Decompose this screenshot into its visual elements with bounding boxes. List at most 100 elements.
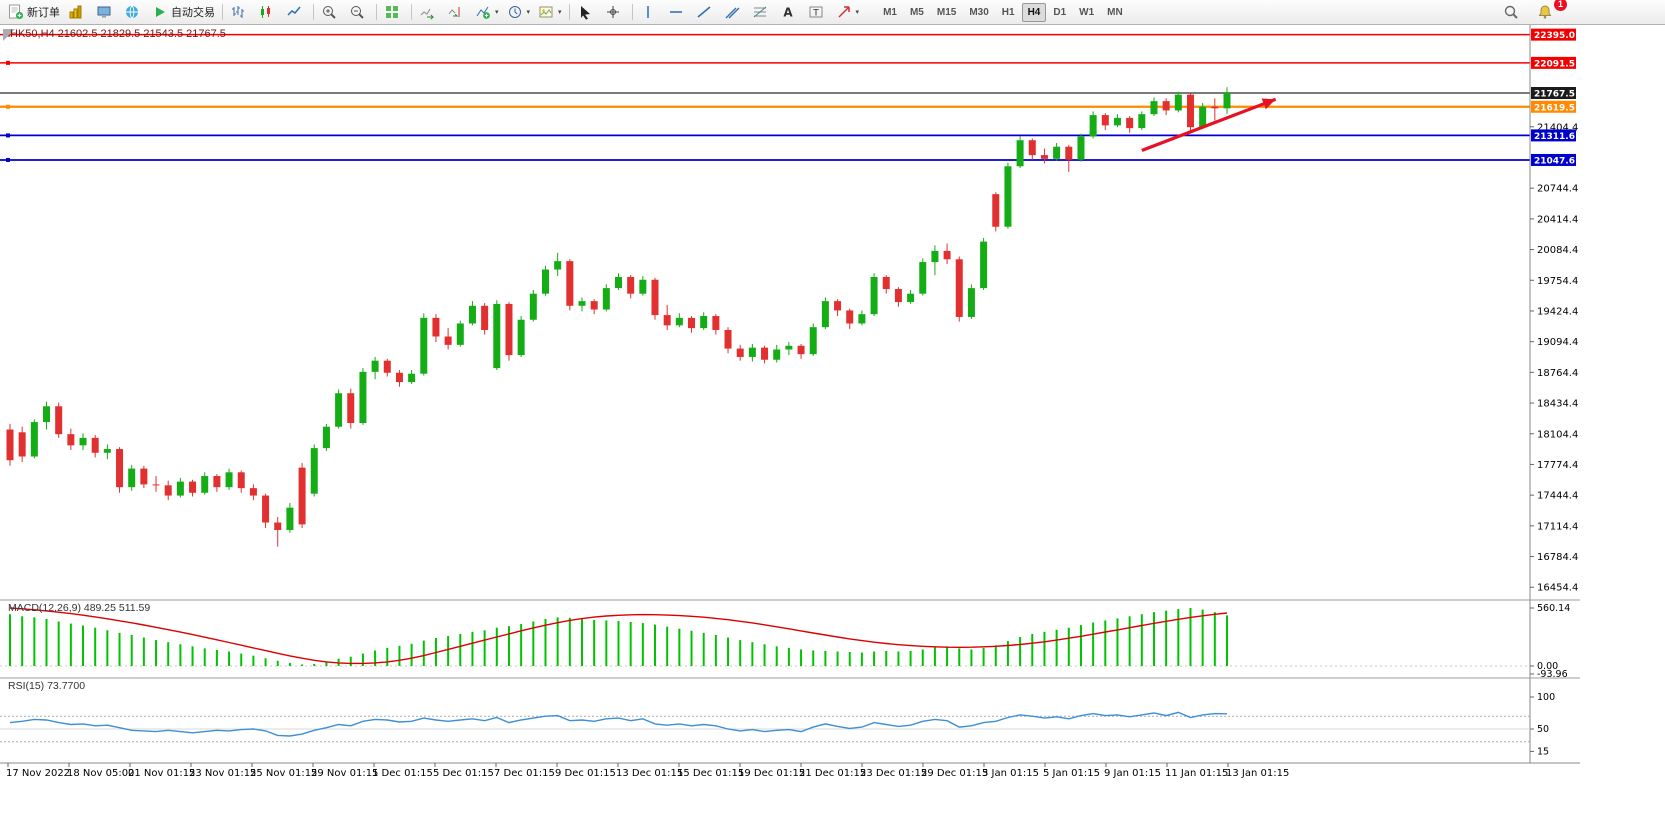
tile-windows-button[interactable]	[380, 1, 408, 24]
toolbar-separator	[222, 4, 223, 20]
horizontal-line-objects	[0, 32, 1530, 162]
time-tick-label: 21 Dec 01:15	[799, 768, 866, 779]
search-button[interactable]	[1499, 1, 1527, 24]
line-handle[interactable]	[6, 133, 10, 138]
templates-button[interactable]: ▾	[534, 1, 566, 24]
rsi-scale-label: 15	[1537, 746, 1549, 757]
time-tick-label: 5 Jan 01:15	[1043, 768, 1100, 779]
autotrading-button[interactable]: 自动交易	[148, 1, 219, 24]
cursor-button[interactable]	[573, 1, 601, 24]
rsi-panel: 100 50 15	[0, 692, 1555, 757]
price-axis[interactable]: 21404.4 20744.4 20414.4 20084.4 19754.4 19424…	[1530, 28, 1578, 594]
trendline-icon	[697, 6, 711, 18]
vertical-line-button[interactable]	[636, 1, 664, 24]
line-handle[interactable]	[6, 104, 10, 109]
trendline-button[interactable]	[692, 1, 720, 24]
timeframe-w1-button[interactable]: W1	[1079, 6, 1095, 18]
text-button[interactable]: A	[776, 1, 804, 24]
time-tick-label: 18 Nov 05:00	[67, 768, 134, 779]
zoom-in-button[interactable]	[317, 1, 345, 24]
macd-scale-label: -93.96	[1537, 669, 1568, 680]
profiles-button[interactable]	[92, 1, 120, 24]
price-line-badge	[1531, 28, 1576, 41]
autotrading-button-label: 自动交易	[171, 7, 215, 19]
timeframe-h1-button[interactable]: H1	[1001, 6, 1015, 18]
new-chart-button[interactable]	[64, 1, 92, 24]
vertical-line-icon	[646, 6, 649, 18]
price-line-badge-label: 21311.6	[1534, 132, 1575, 142]
timeframe-m1-button[interactable]: M1	[883, 6, 897, 18]
toolbar-separator	[376, 4, 377, 20]
bar-chart-button[interactable]	[226, 1, 254, 24]
timeframe-m5-button[interactable]: M5	[909, 6, 924, 18]
arrows-button[interactable]: ▾	[832, 1, 864, 24]
price-tick-label: 18764.4	[1537, 368, 1578, 379]
zoom-in-icon	[323, 6, 336, 19]
price-line-badge-label: 21767.5	[1534, 90, 1575, 100]
line-chart-icon	[287, 6, 301, 16]
chevron-down-icon: ▾	[495, 9, 499, 16]
timeframe-m15-button[interactable]: M15	[936, 6, 957, 18]
price-tick-label: 17444.4	[1537, 491, 1578, 502]
crosshair-button[interactable]	[601, 1, 629, 24]
time-tick-label: 1 Dec 01:15	[372, 768, 433, 779]
time-tick-label: 15 Dec 01:15	[677, 768, 744, 779]
periods-button[interactable]: ▾	[503, 1, 535, 24]
one-click-trading-toggle[interactable]	[3, 29, 15, 41]
time-tick-label: 29 Dec 01:15	[921, 768, 988, 779]
time-tick-label: 7 Dec 01:15	[494, 768, 555, 779]
toolbar-right-group: 1	[1499, 0, 1567, 24]
macd-scale-label: 0.00	[1537, 661, 1558, 672]
timeframe-d1-button[interactable]: D1	[1053, 6, 1067, 18]
price-line-badge-label: 21619.5	[1534, 103, 1575, 113]
chart-shift-button[interactable]	[443, 1, 471, 24]
price-line-badge	[1531, 129, 1576, 142]
line-handle[interactable]	[6, 60, 10, 65]
price-line-badge	[1531, 56, 1576, 69]
price-tick-label: 16454.4	[1537, 583, 1578, 594]
community-button[interactable]	[120, 1, 148, 24]
price-tick-label: 19424.4	[1537, 306, 1578, 317]
label-button[interactable]: T	[804, 1, 832, 24]
rsi-scale-label: 50	[1537, 724, 1549, 735]
channel-button[interactable]	[720, 1, 748, 24]
bell-icon	[1538, 5, 1552, 19]
time-tick-label: 23 Dec 01:15	[860, 768, 927, 779]
gold-chart-icon	[69, 5, 82, 19]
toolbar-separator	[411, 4, 412, 20]
indicators-button[interactable]: ▾	[471, 1, 503, 24]
label-icon: T	[809, 6, 823, 19]
candlestick-chart-button[interactable]	[254, 1, 282, 24]
channel-icon	[725, 7, 740, 19]
new-order-button[interactable]: 新订单	[4, 1, 64, 24]
auto-scroll-button[interactable]	[415, 1, 443, 24]
zoom-out-button[interactable]	[345, 1, 373, 24]
rsi-scale-label: 100	[1537, 692, 1555, 703]
macd-label: MACD(12,26,9) 489.25 511.59	[8, 602, 151, 614]
timeframe-m30-button[interactable]: M30	[969, 6, 989, 18]
time-tick-label: 21 Nov 01:15	[128, 768, 195, 779]
notifications-button[interactable]: 1	[1533, 0, 1567, 24]
horizontal-line-button[interactable]	[664, 1, 692, 24]
svg-text:A: A	[783, 6, 793, 20]
svg-text:T: T	[812, 9, 819, 19]
crosshair-icon	[606, 6, 619, 18]
line-handle[interactable]	[6, 157, 10, 162]
cursor-icon	[580, 6, 590, 20]
chevron-down-icon: ▾	[855, 9, 860, 16]
arrow-shape-icon	[838, 6, 850, 18]
price-tick-label: 20744.4	[1537, 184, 1578, 195]
line-chart-button[interactable]	[282, 1, 310, 24]
time-tick-label: 29 Nov 01:15	[311, 768, 378, 779]
toolbar-separator	[313, 4, 314, 20]
timeframe-h4-button[interactable]: H4	[1021, 2, 1047, 22]
chart-shift-icon	[448, 7, 460, 17]
time-tick-label: 19 Dec 01:15	[738, 768, 805, 779]
timeframe-mn-button[interactable]: MN	[1107, 6, 1123, 18]
fibonacci-button[interactable]	[748, 1, 776, 24]
trend-arrow[interactable]	[1141, 97, 1277, 152]
horizontal-line-icon	[669, 11, 682, 13]
price-tick-label: 20084.4	[1537, 245, 1578, 256]
